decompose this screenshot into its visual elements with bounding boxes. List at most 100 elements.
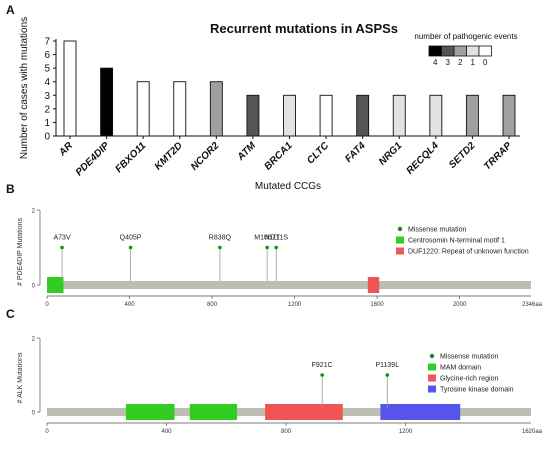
legend-swatch-4 <box>428 45 442 57</box>
pde4dip-y-axis-label: # PDE4DIP Mutations <box>17 218 24 286</box>
y-axis-label: Number of cases with mutations <box>19 17 30 159</box>
legend-swatch-0 <box>478 45 492 57</box>
x-axis-label: Mutated CCGs <box>255 181 321 192</box>
x-tick-label: 400 <box>125 302 136 308</box>
pde4dip-legend: Missense mutation Centrosomin N-terminal … <box>396 227 529 256</box>
legend-title: number of pathogenic events <box>414 32 517 41</box>
legend-swatch-3 <box>441 45 455 57</box>
legend-domain-swatch <box>428 363 436 371</box>
y-tick-label: 4 <box>44 77 50 88</box>
category-label-trrap: TRRAP <box>482 140 514 172</box>
mutation-marker <box>320 373 324 377</box>
bar-ncor2 <box>209 81 223 137</box>
x-tick-label: 2000 <box>453 302 467 308</box>
bar-fat4 <box>356 94 370 137</box>
y-tick-label: 7 <box>44 37 50 48</box>
category-label-brca1: BRCA1 <box>262 140 294 172</box>
x-end-label: 1620aa <box>522 429 543 435</box>
y-tick-label: 2 <box>44 104 50 115</box>
bar-fbxo11 <box>136 81 150 137</box>
x-tick-label: 400 <box>161 429 172 435</box>
domain-glycine-rich-region <box>265 404 343 420</box>
legend-domain-label: DUF1220: Repeat of unknown function <box>408 249 529 256</box>
panel-b: B # PDE4DIP Mutations 0 2 A73V Q405P R838Q M1… <box>6 182 543 308</box>
panel-letter-b: B <box>6 182 15 196</box>
category-label-fat4: FAT4 <box>343 140 368 165</box>
bar-pde4dip <box>100 67 114 137</box>
bar-nrg1 <box>392 94 406 137</box>
y-tick-label: 0 <box>32 411 36 417</box>
legend-domain-label: Centrosomin N-terminal motif 1 <box>408 238 505 245</box>
category-label-ar: AR <box>56 140 75 159</box>
mutation-marker <box>385 373 390 377</box>
x-tick-label: 800 <box>281 429 292 435</box>
y-tick-label: 5 <box>44 64 50 75</box>
legend-domain-label: Glycine-rich region <box>440 376 498 383</box>
category-label-fbxo11: FBXO11 <box>114 140 149 175</box>
bar-recql4 <box>429 94 443 137</box>
mutation-marker <box>60 245 64 250</box>
legend-missense-label: Missense mutation <box>440 354 498 361</box>
legend-domain-swatch <box>428 385 436 393</box>
legend-label-4: 4 <box>433 58 438 67</box>
bar-ar <box>63 40 77 137</box>
legend-domain-label: Tyrosine kinase domain <box>440 387 514 394</box>
x-tick-label: 1200 <box>288 302 302 308</box>
bar-setd2 <box>465 94 479 137</box>
mutation-marker <box>218 245 222 250</box>
category-label-nrg1: NRG1 <box>377 140 405 168</box>
x-end-label: 2346aa <box>522 302 543 308</box>
x-tick-label: 0 <box>45 302 49 308</box>
legend-swatch-2 <box>453 45 467 57</box>
mutation-label: N1111S <box>264 235 288 242</box>
bar-cltc <box>319 94 333 137</box>
mutation-marker <box>265 245 269 250</box>
bar-trrap <box>502 94 516 137</box>
chart-title: Recurrent mutations in ASPSs <box>210 21 398 36</box>
domain-tyrosine-kinase-domain <box>380 404 461 420</box>
panel-letter-a: A <box>6 3 15 17</box>
mutation-label: Q405P <box>120 235 142 242</box>
panel-a: A Recurrent mutations in ASPSs Number of… <box>6 3 520 192</box>
legend-missense-marker <box>429 353 435 359</box>
y-tick-label: 2 <box>32 209 36 215</box>
legend-label-0: 0 <box>483 58 488 67</box>
y-tick-label: 6 <box>44 50 50 61</box>
alk-y-axis-label: # ALK Mutations <box>17 352 24 403</box>
mutation-marker <box>128 245 133 250</box>
legend-label-1: 1 <box>471 58 476 67</box>
legend-label-3: 3 <box>446 58 451 67</box>
category-label-setd2: SETD2 <box>447 140 478 171</box>
domain-mam-domain <box>189 404 238 420</box>
mutation-marker <box>274 245 279 250</box>
legend-domain-swatch <box>428 374 436 382</box>
y-tick-label: 0 <box>32 284 36 290</box>
category-label-pde4dip: PDE4DIP <box>74 140 112 178</box>
mutation-label: M1067T <box>254 235 280 242</box>
category-label-atm: ATM <box>235 140 259 164</box>
bar-series <box>63 40 516 137</box>
alk-lollipop: 0 2 F921C P1139L 0 400 800 1200 1620aa <box>32 337 543 436</box>
bar-kmt2d <box>173 81 187 137</box>
y-tick-label: 1 <box>44 118 50 129</box>
legend-missense-label: Missense mutation <box>408 227 466 234</box>
y-tick-label: 2 <box>32 337 36 343</box>
x-tick-label: 800 <box>207 302 218 308</box>
category-label-cltc: CLTC <box>305 140 332 167</box>
mutation-label: F921C <box>312 362 333 369</box>
x-tick-label: 1200 <box>399 429 413 435</box>
x-tick-label: 0 <box>45 429 49 435</box>
domain-centrosomin-n-terminal-motif-1 <box>47 277 64 293</box>
legend-missense-marker <box>397 226 403 232</box>
alk-legend: Missense mutation MAM domain Glycine-rich … <box>428 354 514 394</box>
legend-label-2: 2 <box>458 58 463 67</box>
legend-domain-swatch <box>396 247 404 255</box>
y-tick-label: 0 <box>44 132 50 143</box>
bar-atm <box>246 94 260 137</box>
category-label-kmt2d: KMT2D <box>153 140 185 172</box>
legend-domain-label: MAM domain <box>440 365 481 372</box>
